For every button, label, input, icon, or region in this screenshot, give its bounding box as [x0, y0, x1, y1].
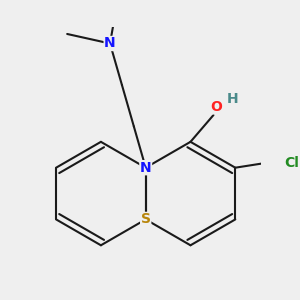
Text: O: O	[210, 100, 222, 114]
Text: H: H	[227, 92, 239, 106]
Text: N: N	[104, 37, 116, 50]
Text: S: S	[141, 212, 151, 226]
Text: Cl: Cl	[285, 155, 300, 170]
Text: N: N	[140, 161, 152, 175]
